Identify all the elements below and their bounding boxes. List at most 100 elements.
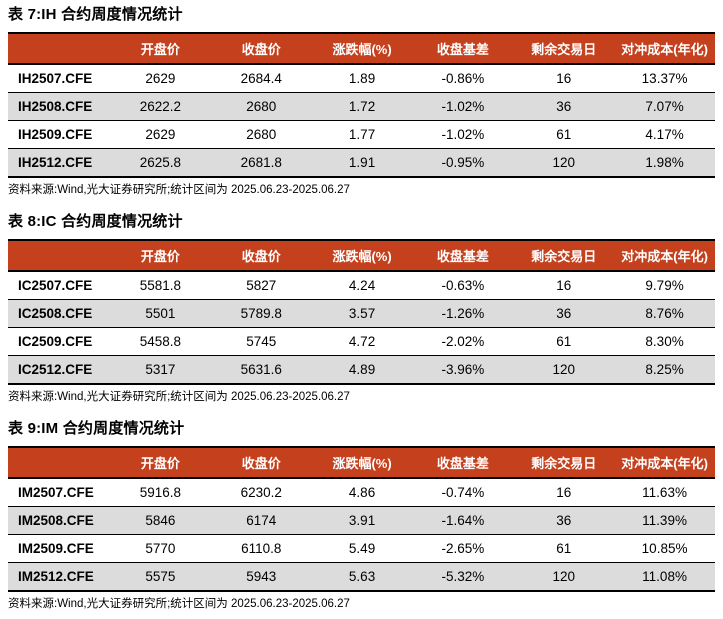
value-cell: 4.89 [348,362,376,377]
value-cell: 1.98% [645,155,684,170]
column-header-open: 开盘价 [110,447,211,479]
value-cell: 2629 [110,64,211,93]
contract-cell: IC2509.CFE [8,327,110,356]
value-cell: 8.25% [645,362,684,377]
contract-cell: IM2509.CFE [8,534,110,563]
value-cell: 36 [513,299,615,328]
table-row: IM2512.CFE 5575 5943 5.63 -5.32% 120 11.08% [8,562,715,591]
value-cell: 5846 [110,506,211,535]
contract-cell: IH2509.CFE [8,120,110,149]
value-cell: 8.76% [614,299,715,328]
table-row: IH2508.CFE 2622.2 2680 1.72 -1.02% 36 7.07% [8,92,715,121]
column-header-contract [8,447,110,479]
value-cell: 10.85% [614,534,715,563]
value-cell: 16 [513,64,615,93]
contract-cell: IC2508.CFE [8,299,110,328]
value-cell: 16 [513,478,615,507]
value-cell: 61 [513,327,615,356]
table-row: IM2509.CFE 5770 6110.8 5.49 -2.65% 61 10.85% [8,534,715,563]
value-cell: -0.86% [412,64,514,93]
column-header-contract [8,33,110,65]
table-row: IH2507.CFE 2629 2684.4 1.89 -0.86% 16 13.37% [8,64,715,93]
value-cell: 2681.8 [240,155,282,170]
value-cell: 5501 [110,299,211,328]
column-header-basis: 收盘基差 [412,33,514,65]
report-page: 表 7:IH 合约周度情况统计 开盘价 收盘价 涨跌幅(%) 收盘基差 剩余交易… [8,5,715,611]
column-header-basis: 收盘基差 [412,447,514,479]
value-cell: 36 [513,92,615,121]
value-cell: -1.64% [412,506,514,535]
value-cell: 4.72 [311,327,413,356]
table-section-im: 表 9:IM 合约周度情况统计 开盘价 收盘价 涨跌幅(%) 收盘基差 剩余交易… [8,419,715,611]
table-header-row: 开盘价 收盘价 涨跌幅(%) 收盘基差 剩余交易日 对冲成本(年化) [8,240,715,272]
value-cell: 1.89 [311,64,413,93]
value-cell: 5631.6 [240,362,282,377]
table-row: IH2509.CFE 2629 2680 1.77 -1.02% 61 4.17% [8,120,715,149]
value-cell: 6110.8 [210,534,312,563]
value-cell: 3.91 [311,506,413,535]
value-cell: -2.02% [412,327,514,356]
value-cell: 5.49 [311,534,413,563]
value-cell: -5.32% [441,569,485,584]
value-cell: 5575 [145,569,176,584]
futures-table-ih: 开盘价 收盘价 涨跌幅(%) 收盘基差 剩余交易日 对冲成本(年化) IH250… [8,32,715,178]
column-header-change: 涨跌幅(%) [311,33,413,65]
table-row: IM2508.CFE 5846 6174 3.91 -1.64% 36 11.39% [8,506,715,535]
value-cell: -1.02% [412,92,514,121]
value-cell: 7.07% [614,92,715,121]
contract-cell: IC2507.CFE [8,271,110,300]
contract-cell: IH2508.CFE [8,92,110,121]
futures-table-ic: 开盘价 收盘价 涨跌幅(%) 收盘基差 剩余交易日 对冲成本(年化) IC250… [8,239,715,385]
value-cell: 5916.8 [110,478,211,507]
value-cell: -0.63% [412,271,514,300]
column-header-close: 收盘价 [210,33,312,65]
contract-cell: IM2508.CFE [8,506,110,535]
table-header-row: 开盘价 收盘价 涨跌幅(%) 收盘基差 剩余交易日 对冲成本(年化) [8,447,715,479]
source-note: 资料来源:Wind,光大证券研究所;统计区间为 2025.06.23-2025.… [8,184,350,196]
value-cell: 4.86 [311,478,413,507]
value-cell: 2629 [110,120,211,149]
value-cell: 11.08% [642,569,687,584]
column-header-contract [8,240,110,272]
value-cell: 5581.8 [110,271,211,300]
value-cell: 3.57 [311,299,413,328]
value-cell: 2684.4 [210,64,312,93]
column-header-days: 剩余交易日 [513,447,615,479]
value-cell: 11.63% [614,478,715,507]
source-note: 资料来源:Wind,光大证券研究所;统计区间为 2025.06.23-2025.… [8,391,350,403]
column-header-change: 涨跌幅(%) [311,447,413,479]
value-cell: -0.95% [441,155,485,170]
contract-cell: IH2512.CFE [18,155,93,170]
value-cell: -3.96% [441,362,485,377]
value-cell: 5943 [246,569,277,584]
value-cell: 4.24 [311,271,413,300]
contract-cell: IC2512.CFE [18,362,93,377]
value-cell: 1.77 [311,120,413,149]
value-cell: 120 [552,362,575,377]
value-cell: 5827 [210,271,312,300]
table-row: IC2507.CFE 5581.8 5827 4.24 -0.63% 16 9.79% [8,271,715,300]
column-header-open: 开盘价 [110,33,211,65]
table-section-ic: 表 8:IC 合约周度情况统计 开盘价 收盘价 涨跌幅(%) 收盘基差 剩余交易… [8,212,715,404]
value-cell: 5770 [110,534,211,563]
value-cell: 61 [513,534,615,563]
value-cell: 2625.8 [139,155,182,170]
value-cell: 5317 [145,362,176,377]
value-cell: 5789.8 [210,299,312,328]
value-cell: 1.72 [311,92,413,121]
value-cell: 2680 [210,92,312,121]
table-row: IH2512.CFE 2625.8 2681.8 1.91 -0.95% 120 1.98% [8,148,715,177]
column-header-change: 涨跌幅(%) [311,240,413,272]
column-header-basis: 收盘基差 [412,240,514,272]
value-cell: 6174 [210,506,312,535]
value-cell: 5745 [210,327,312,356]
column-header-hedgecost: 对冲成本(年化) [614,240,715,272]
column-header-hedgecost: 对冲成本(年化) [614,447,715,479]
table-title: 表 8:IC 合约周度情况统计 [8,213,183,230]
table-title: 表 7:IH 合约周度情况统计 [8,6,183,23]
column-header-close: 收盘价 [210,240,312,272]
column-header-hedgecost: 对冲成本(年化) [614,33,715,65]
contract-cell: IM2507.CFE [8,478,110,507]
value-cell: 2622.2 [110,92,211,121]
table-row: IM2507.CFE 5916.8 6230.2 4.86 -0.74% 16 11.63% [8,478,715,507]
